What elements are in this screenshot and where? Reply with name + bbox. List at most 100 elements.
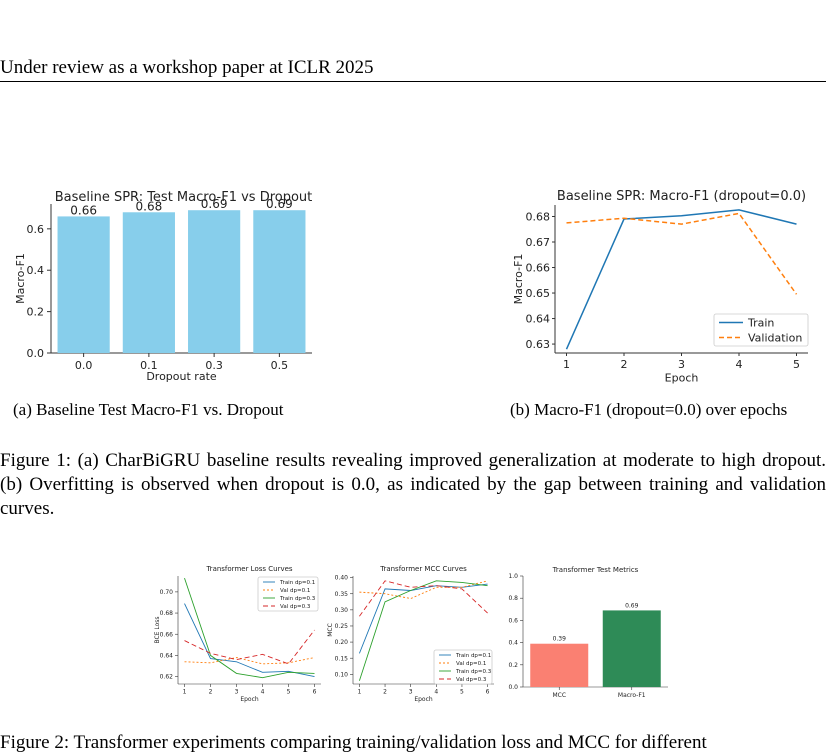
series-line-1 [184, 657, 315, 665]
chart-transformer-test-metrics: Transformer Test Metrics 0.0 0.2 0.4 0.6 0.8 1… [508, 566, 668, 699]
bar-0.0 [57, 216, 110, 353]
chart-title: Transformer MCC Curves [379, 565, 467, 573]
x-tick-label: 3 [678, 358, 685, 371]
x-tick-label: 3 [235, 689, 239, 696]
y-tick-label: 0.0 [27, 347, 45, 360]
x-tick-label: 0.0 [75, 359, 93, 372]
chart-title: Baseline SPR: Test Macro-F1 vs Dropout [55, 190, 313, 205]
y-tick-label: 0.35 [335, 591, 349, 598]
figure-1-caption: Figure 1: (a) CharBiGRU baseline results… [0, 450, 826, 519]
header-rule [0, 81, 826, 82]
x-tick-label: 3 [409, 689, 413, 696]
y-tick-label: 0.65 [526, 287, 551, 300]
series-line-0 [184, 603, 315, 678]
y-tick-label: 0.20 [335, 639, 349, 646]
chart-title: Baseline SPR: Macro-F1 (dropout=0.0) [557, 189, 806, 204]
x-tick-label: 0.1 [140, 359, 158, 372]
y-tick-label: 0.64 [160, 653, 174, 660]
chart-title: Transformer Loss Curves [205, 565, 292, 573]
page-header: Under review as a workshop paper at ICLR… [0, 57, 374, 78]
series-line-3 [359, 580, 488, 617]
subcaption-a: (a) Baseline Test Macro-F1 vs. Dropout [13, 400, 284, 419]
y-tick-label: 0.4 [27, 264, 45, 277]
legend-box [433, 649, 493, 685]
x-axis-label: Epoch [240, 696, 259, 703]
chart-transformer-mcc: Transformer MCC Curves 0.10 0.15 0.20 0.25 0.… [327, 565, 494, 703]
x-tick-label: MCC [552, 692, 566, 699]
x-tick-label: 2 [383, 689, 387, 696]
legend-label: Val dp=0.3 [456, 677, 487, 683]
x-tick-label: 2 [621, 358, 628, 371]
series-line-0 [358, 583, 488, 654]
y-tick-label: 0.2 [27, 306, 45, 319]
series-line-3 [184, 629, 315, 665]
x-tick-label: 4 [736, 358, 743, 371]
series-line-0 [565, 209, 797, 350]
x-tick-label: 4 [261, 689, 265, 696]
x-tick-label: Macro-F1 [618, 692, 646, 699]
x-tick-label: 0.3 [205, 359, 223, 372]
legend-label: Train dp=0.3 [279, 596, 316, 602]
y-axis-label: MCC [327, 623, 334, 637]
y-tick-label: 0.6 [508, 617, 518, 624]
x-tick-label: 2 [209, 689, 213, 696]
x-tick-label: 1 [563, 358, 570, 371]
y-tick-label: 0.4 [508, 640, 518, 647]
series-line-1 [359, 580, 488, 600]
x-tick-label: 5 [287, 689, 291, 696]
bar-mcc [530, 643, 589, 687]
y-tick-label: 0.68 [526, 210, 551, 223]
legend-label: Train dp=0.1 [279, 580, 315, 586]
x-tick-label: 6 [486, 689, 490, 696]
chart-macro-f1-epochs: Baseline SPR: Macro-F1 (dropout=0.0) 0.63… [512, 189, 809, 384]
y-axis-label: Macro-F1 [512, 254, 525, 305]
y-tick-label: 1.0 [508, 573, 518, 580]
y-tick-label: 0.67 [526, 236, 551, 249]
x-tick-label: 5 [793, 358, 800, 371]
bar-value-label: 0.69 [201, 197, 228, 211]
y-tick-label: 0.62 [160, 674, 174, 681]
y-tick-label: 0.25 [335, 623, 349, 630]
legend-label: Val dp=0.1 [280, 588, 310, 594]
x-axis-label: Dropout rate [146, 370, 217, 383]
y-tick-label: 0.66 [526, 261, 551, 274]
y-tick-label: 0.40 [335, 575, 349, 582]
legend-label: Validation [748, 331, 802, 344]
series-line-1 [566, 212, 798, 295]
y-tick-label: 0.64 [526, 312, 551, 325]
chart-transformer-loss: Transformer Loss Curves 0.62 0.64 0.66 0.68 0… [154, 565, 321, 703]
legend-box [257, 576, 319, 612]
y-tick-label: 0.66 [160, 631, 174, 638]
x-tick-label: 1 [183, 689, 187, 696]
bar-0.3 [188, 210, 241, 353]
legend-label: Train dp=0.1 [455, 653, 491, 659]
series-line-2 [184, 577, 315, 679]
x-tick-label: 0.5 [271, 359, 289, 372]
legend-label: Val dp=0.1 [456, 661, 486, 667]
x-axis-label: Epoch [414, 696, 433, 703]
figure-2-caption: Figure 2: Transformer experiments compar… [0, 732, 707, 753]
bar-0.5 [253, 210, 306, 353]
x-tick-label: 4 [434, 689, 438, 696]
chart-title: Transformer Test Metrics [552, 566, 639, 574]
y-tick-label: 0.10 [335, 671, 349, 678]
y-tick-label: 0.63 [526, 338, 551, 351]
y-tick-label: 0.30 [335, 607, 349, 614]
y-tick-label: 0.70 [160, 589, 174, 596]
y-tick-label: 0.6 [27, 223, 45, 236]
bar-value-label: 0.68 [136, 199, 163, 213]
bar-value-label: 0.69 [266, 197, 293, 211]
y-axis-label: BCE Loss [154, 616, 161, 643]
bar-value-label: 0.39 [553, 636, 567, 643]
y-tick-label: 0.0 [508, 684, 518, 691]
chart-dropout-bars: Baseline SPR: Test Macro-F1 vs Dropout0.… [14, 190, 313, 383]
bar-macro-f1 [602, 610, 661, 687]
x-tick-label: 6 [313, 689, 317, 696]
y-tick-label: 0.15 [335, 655, 349, 662]
legend-label: Val dp=0.3 [280, 604, 311, 610]
bar-value-label: 0.66 [70, 203, 97, 217]
bar-value-label: 0.69 [625, 602, 639, 609]
y-tick-label: 0.68 [160, 610, 174, 617]
legend-label: Train [747, 316, 774, 329]
bar-0.1 [122, 212, 175, 353]
